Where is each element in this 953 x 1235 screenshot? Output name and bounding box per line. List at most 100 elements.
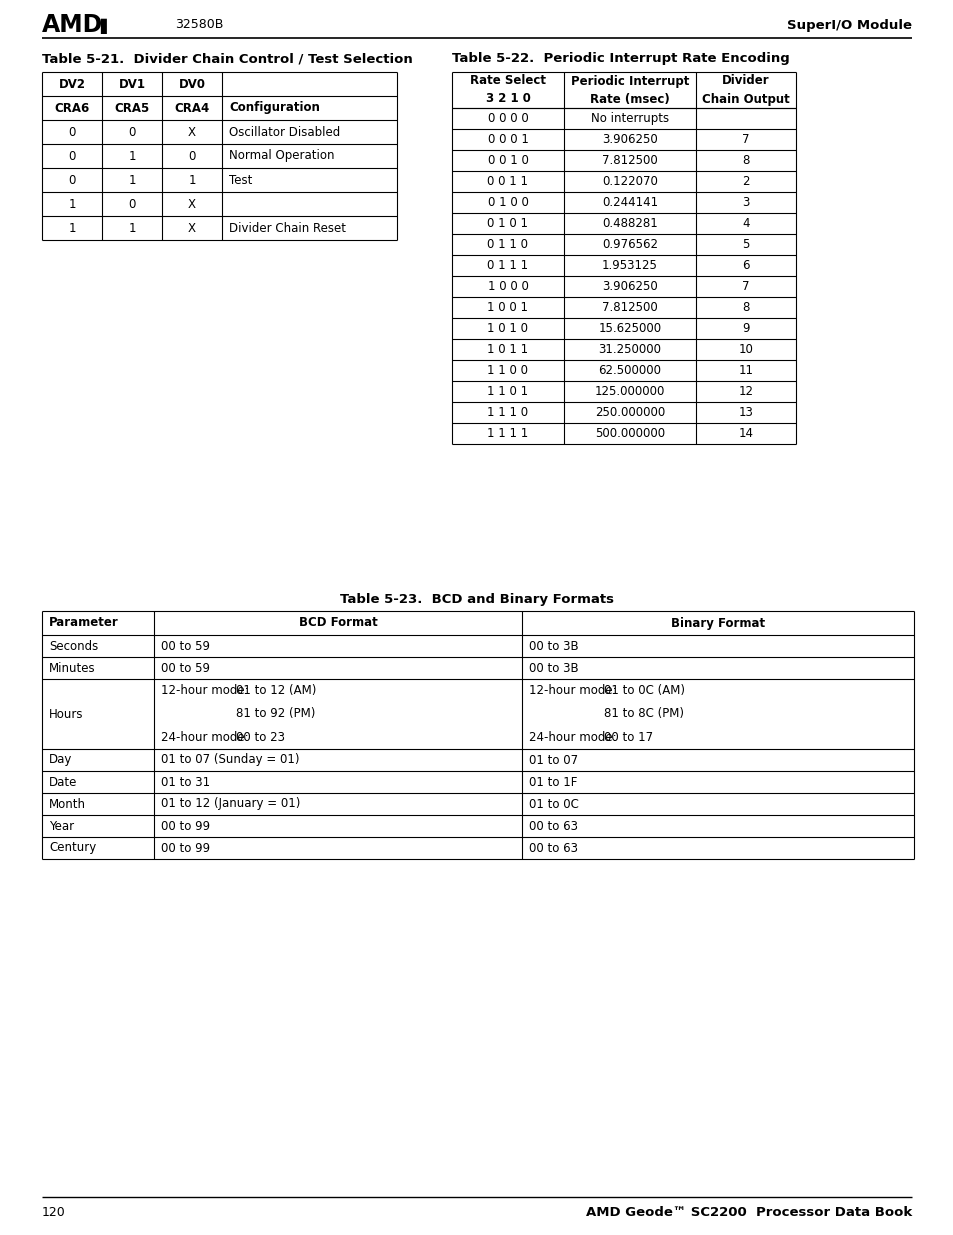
Text: Century: Century — [49, 841, 96, 855]
Text: Minutes: Minutes — [49, 662, 95, 674]
Text: Oscillator Disabled: Oscillator Disabled — [229, 126, 340, 138]
Text: 0 0 0 1: 0 0 0 1 — [487, 133, 528, 146]
Text: AMD: AMD — [42, 14, 103, 37]
Text: 10: 10 — [738, 343, 753, 356]
Text: 1 1 0 1: 1 1 0 1 — [487, 385, 528, 398]
Text: AMD Geode™ SC2200  Processor Data Book: AMD Geode™ SC2200 Processor Data Book — [585, 1207, 911, 1219]
Text: 14: 14 — [738, 427, 753, 440]
Text: 00 to 99: 00 to 99 — [161, 841, 210, 855]
Text: 12: 12 — [738, 385, 753, 398]
Text: 24-hour mode:: 24-hour mode: — [529, 731, 616, 743]
Text: 31.250000: 31.250000 — [598, 343, 660, 356]
Text: 0: 0 — [128, 198, 135, 210]
Text: Date: Date — [49, 776, 77, 788]
Text: DV2: DV2 — [58, 78, 86, 90]
Text: 2: 2 — [741, 175, 749, 188]
Text: 1.953125: 1.953125 — [601, 259, 658, 272]
Text: 3.906250: 3.906250 — [601, 280, 658, 293]
Text: 9: 9 — [741, 322, 749, 335]
Text: 32580B: 32580B — [174, 19, 223, 32]
Text: 00 to 3B: 00 to 3B — [529, 640, 578, 652]
Text: Table 5-23.  BCD and Binary Formats: Table 5-23. BCD and Binary Formats — [339, 593, 614, 606]
Text: 1 0 1 0: 1 0 1 0 — [487, 322, 528, 335]
Text: 3.906250: 3.906250 — [601, 133, 658, 146]
Text: Normal Operation: Normal Operation — [229, 149, 335, 163]
Text: 1: 1 — [128, 221, 135, 235]
Text: 00 to 63: 00 to 63 — [529, 841, 578, 855]
Text: 120: 120 — [42, 1207, 66, 1219]
Text: 7.812500: 7.812500 — [601, 301, 658, 314]
Text: 8: 8 — [741, 301, 749, 314]
Text: Month: Month — [49, 798, 86, 810]
Text: 01 to 0C: 01 to 0C — [529, 798, 578, 810]
Text: 81 to 92 (PM): 81 to 92 (PM) — [235, 708, 315, 720]
Text: Configuration: Configuration — [229, 101, 319, 115]
Text: Parameter: Parameter — [49, 616, 118, 630]
Text: Table 5-21.  Divider Chain Control / Test Selection: Table 5-21. Divider Chain Control / Test… — [42, 52, 413, 65]
Text: 7: 7 — [741, 280, 749, 293]
Text: Seconds: Seconds — [49, 640, 98, 652]
Text: 00 to 59: 00 to 59 — [161, 640, 210, 652]
Text: X: X — [188, 221, 195, 235]
Text: 1 1 1 0: 1 1 1 0 — [487, 406, 528, 419]
Text: 4: 4 — [741, 217, 749, 230]
Text: 1: 1 — [69, 221, 75, 235]
Text: 0 1 1 1: 0 1 1 1 — [487, 259, 528, 272]
Text: 0.244141: 0.244141 — [601, 196, 658, 209]
Text: 1: 1 — [188, 173, 195, 186]
Text: Divider Chain Reset: Divider Chain Reset — [229, 221, 346, 235]
Text: 01 to 12 (AM): 01 to 12 (AM) — [235, 684, 316, 698]
Text: 0: 0 — [69, 149, 75, 163]
Text: 11: 11 — [738, 364, 753, 377]
Text: 00 to 63: 00 to 63 — [529, 820, 578, 832]
Text: 0.488281: 0.488281 — [601, 217, 658, 230]
Text: 0: 0 — [128, 126, 135, 138]
Text: 00 to 99: 00 to 99 — [161, 820, 210, 832]
Text: 0 1 0 1: 0 1 0 1 — [487, 217, 528, 230]
Text: 12-hour mode:: 12-hour mode: — [529, 684, 616, 698]
Text: 7: 7 — [741, 133, 749, 146]
Text: Day: Day — [49, 753, 72, 767]
Text: 500.000000: 500.000000 — [595, 427, 664, 440]
Text: 15.625000: 15.625000 — [598, 322, 660, 335]
Text: Divider: Divider — [721, 74, 769, 88]
Text: CRA5: CRA5 — [114, 101, 150, 115]
Text: BCD Format: BCD Format — [298, 616, 377, 630]
Text: 01 to 31: 01 to 31 — [161, 776, 210, 788]
Text: 1: 1 — [69, 198, 75, 210]
Text: Rate Select: Rate Select — [470, 74, 545, 88]
Text: 6: 6 — [741, 259, 749, 272]
Text: 0.122070: 0.122070 — [601, 175, 658, 188]
Text: Year: Year — [49, 820, 74, 832]
Text: 0: 0 — [69, 173, 75, 186]
Text: 1: 1 — [128, 149, 135, 163]
Text: X: X — [188, 198, 195, 210]
Text: 7.812500: 7.812500 — [601, 154, 658, 167]
Text: 0: 0 — [188, 149, 195, 163]
Text: 3: 3 — [741, 196, 749, 209]
Text: 0 1 0 0: 0 1 0 0 — [487, 196, 528, 209]
Text: 0 1 1 0: 0 1 1 0 — [487, 238, 528, 251]
Text: Test: Test — [229, 173, 253, 186]
Text: Table 5-22.  Periodic Interrupt Rate Encoding: Table 5-22. Periodic Interrupt Rate Enco… — [452, 52, 789, 65]
Text: 0 0 1 1: 0 0 1 1 — [487, 175, 528, 188]
Text: ▌: ▌ — [100, 19, 112, 33]
Text: 00 to 17: 00 to 17 — [603, 731, 653, 743]
Text: 62.500000: 62.500000 — [598, 364, 660, 377]
Text: 01 to 1F: 01 to 1F — [529, 776, 577, 788]
Text: DV0: DV0 — [178, 78, 205, 90]
Text: 1 1 1 1: 1 1 1 1 — [487, 427, 528, 440]
Text: CRA6: CRA6 — [54, 101, 90, 115]
Text: X: X — [188, 126, 195, 138]
Text: 125.000000: 125.000000 — [594, 385, 664, 398]
Text: Periodic Interrupt: Periodic Interrupt — [570, 74, 688, 88]
Text: 13: 13 — [738, 406, 753, 419]
Text: 00 to 59: 00 to 59 — [161, 662, 210, 674]
Text: DV1: DV1 — [118, 78, 146, 90]
Text: 3 2 1 0: 3 2 1 0 — [485, 93, 530, 105]
Text: 250.000000: 250.000000 — [595, 406, 664, 419]
Text: 5: 5 — [741, 238, 749, 251]
Text: 0.976562: 0.976562 — [601, 238, 658, 251]
Text: Binary Format: Binary Format — [670, 616, 764, 630]
Text: 1 1 0 0: 1 1 0 0 — [487, 364, 528, 377]
